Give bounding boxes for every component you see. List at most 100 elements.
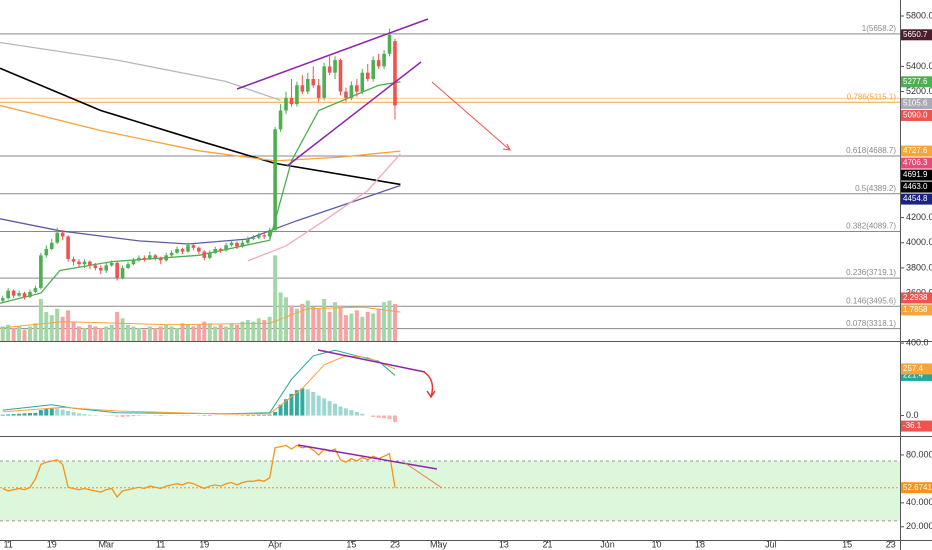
candle-body [262, 235, 267, 237]
volume-bar [251, 321, 256, 341]
histogram-bar [76, 413, 81, 416]
x-tick-label: 19 [199, 539, 209, 549]
volume-bar [27, 326, 32, 341]
y-tick-label: 0.0 [906, 410, 919, 420]
histogram-bar [262, 414, 267, 416]
candle-body [224, 245, 228, 251]
histogram-bar [49, 407, 54, 416]
axis-layer: 1(5658.2) 0.786(5115.1) 0.618(4688.7) 0.5(4… [4, 10, 932, 549]
y-tick-label: 40.0000 [906, 497, 932, 507]
histogram-bar [22, 413, 27, 416]
candle-body [267, 230, 272, 237]
x-tick-label: 19 [47, 539, 57, 549]
y-tick-label: 80.0000 [906, 449, 932, 459]
fib-level-label: 0.078(3318.1) [846, 319, 896, 328]
candle-body [278, 110, 283, 130]
volume-bar [55, 308, 60, 341]
price-badge [901, 304, 932, 316]
histogram-bar [11, 414, 16, 416]
histogram-bar [294, 390, 299, 416]
candle-body [104, 265, 109, 271]
volume-bar [338, 305, 343, 341]
fib-level-label: 0.786(5115.1) [847, 92, 897, 101]
volume-bar [147, 326, 152, 341]
x-tick-label: 13 [499, 539, 509, 549]
candle-body [6, 290, 10, 299]
volume-bar [371, 313, 376, 341]
candle-body [300, 85, 305, 92]
background-layer [0, 33, 900, 522]
arrow-head [502, 143, 511, 151]
price-badge [901, 157, 932, 169]
moving-average [247, 153, 401, 262]
price-badge-label: 4454.8 [903, 194, 928, 203]
candle-body [71, 259, 76, 262]
arrow [431, 81, 511, 151]
candle-body [191, 245, 196, 248]
candle-body [17, 293, 21, 296]
candle-body [218, 249, 223, 251]
volume-bar [98, 328, 103, 341]
candle-body [349, 85, 354, 98]
candle-body [142, 257, 147, 260]
candle-body [371, 60, 375, 79]
candle-body [235, 242, 239, 247]
candle-body [148, 255, 152, 260]
annotations [236, 18, 511, 489]
volume-bar [126, 324, 131, 341]
candle-body [39, 255, 43, 289]
candle-body [153, 255, 158, 258]
x-tick-label: 11 [156, 539, 165, 549]
fib-level-label: 1(5658.2) [862, 24, 897, 33]
price-badge-label: 5090.0 [903, 111, 928, 120]
volume-bar [202, 321, 207, 341]
candle-body [158, 257, 163, 261]
moving-average [0, 81, 401, 304]
x-tick-label: 15 [346, 539, 356, 549]
histogram-bar [251, 414, 256, 416]
arrow [423, 371, 434, 398]
histogram-bar [267, 414, 272, 416]
volume-bar [66, 310, 71, 341]
candle-body [251, 237, 256, 239]
histogram-bar [82, 414, 87, 416]
volume-bar [115, 311, 120, 341]
candle-body [120, 267, 125, 279]
volume-bar [109, 324, 114, 341]
candle-body [360, 72, 365, 92]
volume-bar [294, 308, 299, 341]
volume-bar [0, 326, 5, 341]
candle-body [256, 235, 261, 238]
volume-bar [333, 302, 338, 341]
y-tick-label: 4000.0 [906, 237, 932, 247]
price-badge-label: 2.2938 [903, 293, 928, 302]
fib-level-label: 0.5(4389.2) [855, 184, 896, 193]
price-badge [901, 169, 932, 181]
candle-body [33, 288, 38, 292]
x-tick-label: 21 [543, 539, 553, 549]
volume-bar [76, 326, 81, 341]
candle-body [327, 66, 332, 73]
volume-bar [311, 307, 316, 341]
histogram-bar [273, 411, 278, 416]
candle-body [295, 85, 299, 105]
candle-body [387, 34, 392, 54]
volume-bar [349, 313, 354, 341]
price-badge-label: 1.7858 [903, 305, 928, 314]
candle-body [382, 53, 386, 67]
candle-body [240, 242, 245, 247]
candle-body [306, 78, 310, 92]
volume-bar [169, 326, 174, 341]
candle-body [88, 261, 92, 266]
candle-body [109, 262, 114, 266]
x-tick-label: 23 [390, 539, 400, 549]
volume-bar [60, 316, 65, 341]
volume-bar [82, 328, 87, 341]
volume-bar [6, 324, 11, 341]
candle-body [322, 66, 326, 98]
price-badge-label: 221.4 [903, 371, 924, 380]
price-badge-label: 52.6741 [903, 483, 932, 492]
volume-bar [218, 324, 223, 341]
candle-body [229, 242, 234, 246]
